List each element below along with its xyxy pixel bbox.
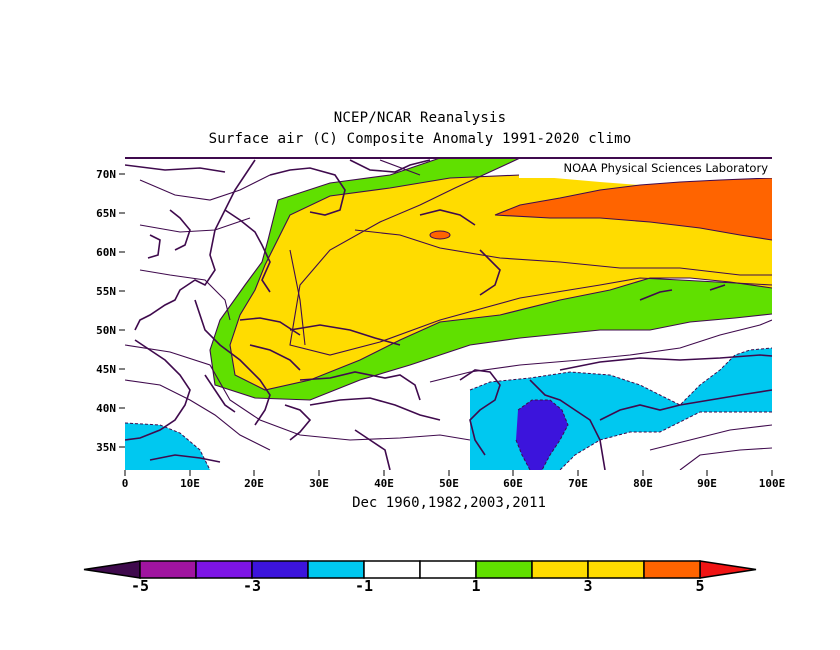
chart-title: NCEP/NCAR Reanalysis — [333, 110, 507, 126]
colorbar-label-neg3: -3 — [243, 577, 261, 595]
map-plot-area — [125, 158, 772, 470]
lon-label-90e: 90E — [697, 477, 717, 490]
lon-label-50e: 50E — [439, 477, 459, 490]
lon-axis — [124, 470, 773, 476]
anomaly-spot-4-5 — [429, 230, 451, 240]
credit-label: NOAA Physical Sciences Laboratory — [564, 161, 769, 175]
lat-axis — [119, 173, 125, 448]
lat-label-40n: 40N — [96, 402, 116, 415]
anomaly-contours — [125, 158, 772, 470]
anomaly-band-neg2-neg3 — [516, 400, 568, 470]
credit-box — [519, 159, 772, 178]
lon-label-80e: 80E — [633, 477, 653, 490]
lon-label-0: 0 — [122, 477, 129, 490]
lon-label-30e: 30E — [309, 477, 329, 490]
colorbar-label-neg5: -5 — [131, 577, 149, 595]
lon-label-10e: 10E — [180, 477, 200, 490]
lon-label-70e: 70E — [568, 477, 588, 490]
lat-label-50n: 50N — [96, 324, 116, 337]
colorbar-label-neg1: -1 — [355, 577, 373, 595]
coastlines — [125, 159, 772, 470]
lon-label-60e: 60E — [503, 477, 523, 490]
colorbar-swatch-10 — [643, 560, 701, 579]
colorbar-label-5: 5 — [695, 577, 704, 595]
negative-contours — [125, 347, 772, 470]
lon-label-100e: 100E — [759, 477, 786, 490]
colorbar-label-1: 1 — [471, 577, 480, 595]
lon-label-20e: 20E — [244, 477, 264, 490]
colorbar — [83, 560, 757, 579]
lat-label-65n: 65N — [96, 207, 116, 220]
colorbar-label-3: 3 — [583, 577, 592, 595]
anomaly-band-4-5 — [495, 178, 772, 240]
anomaly-band-2-4 — [230, 175, 772, 390]
lat-label-45n: 45N — [96, 363, 116, 376]
composite-dates: Dec 1960,1982,2003,2011 — [352, 495, 546, 511]
lat-label-70n: 70N — [96, 168, 116, 181]
lat-label-60n: 60N — [96, 246, 116, 259]
lat-label-35n: 35N — [96, 441, 116, 454]
chart-subtitle: Surface air (C) Composite Anomaly 1991-2… — [208, 131, 632, 147]
lon-label-40e: 40E — [374, 477, 394, 490]
lat-label-55n: 55N — [96, 285, 116, 298]
